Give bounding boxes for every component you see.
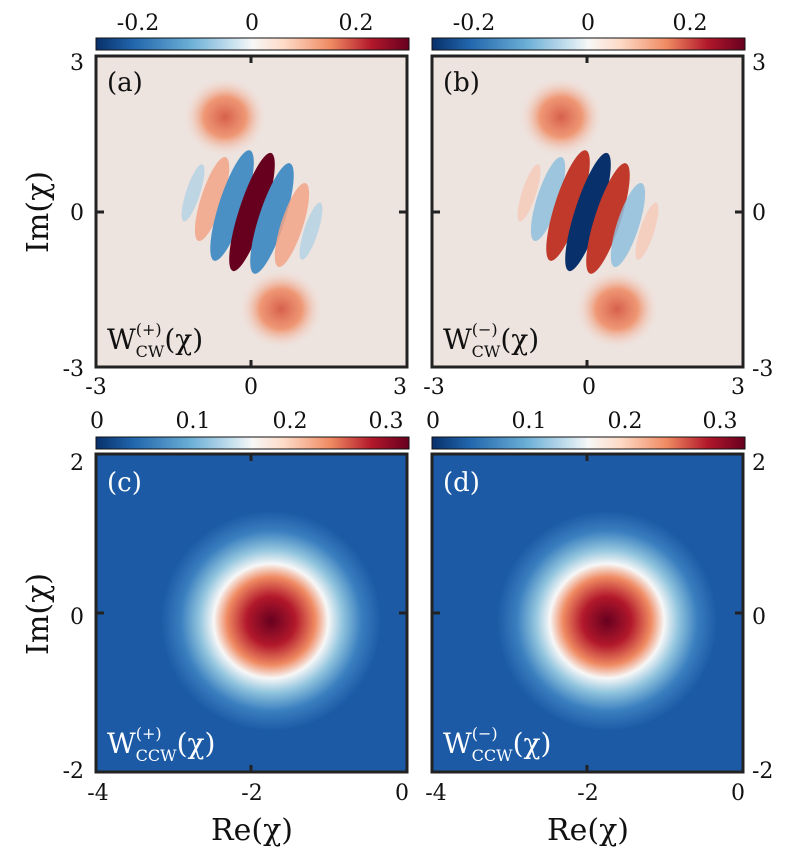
xtick-c: -2	[241, 781, 262, 806]
heatmap-d: (d) W(−) CCW(χ)	[433, 455, 742, 771]
fringe	[565, 152, 611, 272]
colorbar-a	[95, 37, 410, 51]
ylabel-a: Im(χ)	[21, 171, 56, 253]
xtick-c: 0	[395, 781, 409, 806]
xtick-b: 3	[731, 375, 745, 400]
panel-c: 0 0.1 0.2 0.3 (c) W(+) CCW(χ) 2 0 -2 -4 -…	[21, 409, 410, 848]
ytick-a: -3	[63, 357, 84, 382]
colorbar-a-tick: 0.2	[339, 11, 374, 36]
panel-label-a: (a)	[107, 68, 143, 98]
ytick-d: 0	[752, 605, 766, 630]
fringe	[610, 182, 646, 267]
ytick-b: -3	[752, 357, 773, 382]
xtick-a: 3	[393, 375, 407, 400]
colorbar-b-tick: 0.2	[673, 11, 708, 36]
panel-label-d: (d)	[443, 468, 480, 498]
colorbar-c-tick: 0.1	[176, 409, 211, 434]
fringe	[517, 164, 541, 222]
function-label-d: W(−) CCW(χ)	[443, 724, 551, 765]
xtick-b: 0	[582, 375, 596, 400]
colorbar-c-tick: 0	[90, 409, 104, 434]
ytick-b: 3	[752, 51, 766, 76]
ytick-d: -2	[752, 759, 773, 784]
xtick-c: -4	[87, 781, 108, 806]
colorbar-a-tick: -0.2	[117, 11, 159, 36]
xtick-d: -4	[425, 781, 446, 806]
colorbar-d-tick: 0.1	[512, 409, 547, 434]
xtick-b: -3	[423, 375, 444, 400]
fringe	[194, 157, 230, 242]
heatmap-b: (b) W(−) CW(χ)	[433, 57, 742, 366]
tick-marks	[96, 56, 743, 772]
fringe	[530, 157, 566, 242]
xtick-d: 0	[731, 781, 745, 806]
fringe	[635, 202, 659, 260]
colorbar-c-tick: 0.2	[273, 409, 308, 434]
fringe	[586, 163, 630, 274]
ytick-b: 0	[752, 201, 766, 226]
colorbar-a-tick: 0	[245, 11, 259, 36]
fringe	[299, 202, 323, 260]
colorbar-b	[431, 37, 746, 51]
xtick-d: -2	[577, 781, 598, 806]
ytick-c: 0	[70, 605, 84, 630]
xtick-a: -3	[85, 375, 106, 400]
panel-b: -0.2 0 0.2 (b) W(−) CW(χ) 3 0 -3 -3 0 3	[423, 11, 773, 400]
fringe	[250, 163, 294, 274]
ytick-c: 2	[70, 451, 84, 476]
gaussian-peak	[497, 511, 717, 731]
function-label-c: W(+) CCW(χ)	[107, 724, 215, 765]
heatmap-c: (c) W(+) CCW(χ)	[97, 455, 406, 771]
ytick-c: -2	[63, 759, 84, 784]
colorbar-d-tick: 0.3	[703, 409, 738, 434]
fringe	[546, 150, 590, 261]
ylabel-c: Im(χ)	[21, 573, 56, 655]
colorbar-d	[431, 436, 746, 450]
fringe	[274, 182, 310, 267]
colorbar-b-tick: 0	[581, 11, 595, 36]
xlabel-c: Re(χ)	[211, 813, 293, 848]
ytick-a: 3	[70, 51, 84, 76]
colorbar-d-tick: 0.2	[608, 409, 643, 434]
panel-label-c: (c)	[107, 468, 142, 498]
colorbar-c	[95, 436, 410, 450]
panel-label-b: (b)	[443, 68, 480, 98]
ytick-d: 2	[752, 451, 766, 476]
function-label-a: W(+) CW(χ)	[107, 320, 203, 361]
colorbar-c-tick: 0.3	[369, 409, 404, 434]
colorbar-b-tick: -0.2	[453, 11, 495, 36]
panel-d: 0 0.1 0.2 0.3 (d) W(−) CCW(χ) 2 0 -2 -4 -…	[425, 409, 773, 848]
xtick-a: 0	[244, 375, 258, 400]
ytick-a: 0	[70, 201, 84, 226]
fringe	[210, 150, 254, 261]
fringe	[229, 152, 275, 272]
panel-a: -0.2 0 0.2 (a) W(+) CW(χ) 3 0 -3	[21, 11, 410, 400]
colorbar-d-tick: 0	[426, 409, 440, 434]
gaussian-peak	[161, 511, 381, 731]
function-label-b: W(−) CW(χ)	[443, 320, 539, 361]
xlabel-d: Re(χ)	[547, 813, 629, 848]
fringe	[181, 164, 205, 222]
heatmap-a: (a) W(+) CW(χ)	[97, 57, 406, 366]
